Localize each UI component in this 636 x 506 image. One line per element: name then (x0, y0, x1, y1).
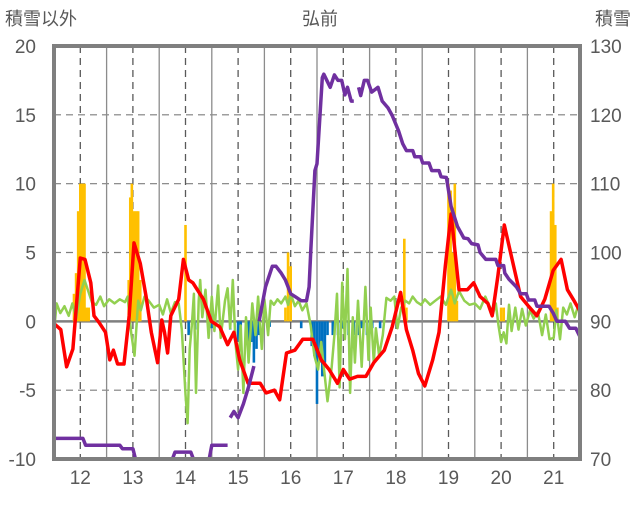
y-left-tick-label: 15 (15, 106, 36, 127)
orange-bar (284, 307, 287, 322)
y-left-tick-label: 10 (15, 175, 36, 196)
blue-bar (187, 321, 190, 336)
y-left-tick-label: 0 (25, 312, 36, 333)
orange-bar (136, 211, 140, 322)
blue-bar (299, 321, 303, 329)
y-right-tick-label: 80 (590, 381, 611, 402)
x-tick-label: 18 (385, 468, 406, 489)
blue-bar (323, 321, 327, 363)
lines (52, 72, 582, 461)
x-tick-label: 12 (70, 468, 91, 489)
orange-bar (138, 280, 142, 322)
orange-bar (81, 183, 84, 322)
x-tick-label: 13 (122, 468, 143, 489)
y-left-tick-label: -5 (19, 381, 36, 402)
y-right-tick-label: 130 (590, 37, 622, 58)
purple-series-line (228, 365, 256, 420)
blue-bar (318, 321, 321, 363)
y-right-tick-label: 90 (590, 312, 611, 333)
orange-bar (551, 183, 555, 322)
orange-bar (499, 307, 503, 322)
orange-bar (553, 224, 557, 322)
y-right-tick-label: 120 (590, 106, 622, 127)
x-tick-label: 21 (543, 468, 564, 489)
x-tick-label: 17 (333, 468, 354, 489)
y-left-tick-label: -10 (9, 450, 36, 471)
x-tick-label: 16 (280, 468, 301, 489)
orange-bar (455, 300, 459, 322)
orange-bar (87, 307, 91, 322)
y-right-tick-label: 110 (590, 175, 620, 196)
blue-bar (252, 321, 256, 363)
plot-frame (52, 44, 582, 461)
blue-bar (326, 321, 329, 336)
x-tick-label: 20 (491, 468, 512, 489)
x-tick-label: 14 (175, 468, 197, 489)
blue-bar (360, 321, 364, 329)
orange-bar (549, 211, 553, 322)
orange-bar (83, 183, 86, 322)
right-axis-label: 積雪 (595, 9, 631, 29)
orange-bar (134, 211, 138, 322)
x-tick-label: 15 (228, 468, 249, 489)
orange-bar (403, 238, 406, 322)
y-left-tick-label: 20 (15, 37, 36, 58)
blue-bar (210, 321, 214, 329)
y-left-tick-label: 5 (25, 244, 36, 265)
x-tick-label: 19 (438, 468, 459, 489)
orange-bar (449, 190, 452, 322)
red-series-line (53, 212, 582, 402)
orange-bar (128, 197, 132, 322)
blue-bar (378, 321, 382, 329)
blue-bar (236, 321, 240, 342)
purple-series-line (257, 72, 354, 322)
orange-bar (85, 307, 88, 322)
tick-labels: 20 15 10 5 0 -5 -10 130 120 110 100 90 80 70 12 13 14 15 1… (9, 37, 622, 489)
orange-bar (502, 307, 506, 322)
y-right-tick-label: 100 (590, 244, 622, 265)
purple-series-line (356, 78, 582, 337)
chart-title: 弘前 (302, 9, 338, 29)
orange-bar (451, 252, 455, 322)
orange-bar (405, 307, 408, 322)
orange-bar (79, 183, 82, 322)
left-axis-label: 積雪以外 (5, 9, 77, 29)
y-right-tick-label: 70 (590, 450, 611, 471)
blue-bar (331, 321, 335, 336)
blue-bar (247, 321, 250, 356)
